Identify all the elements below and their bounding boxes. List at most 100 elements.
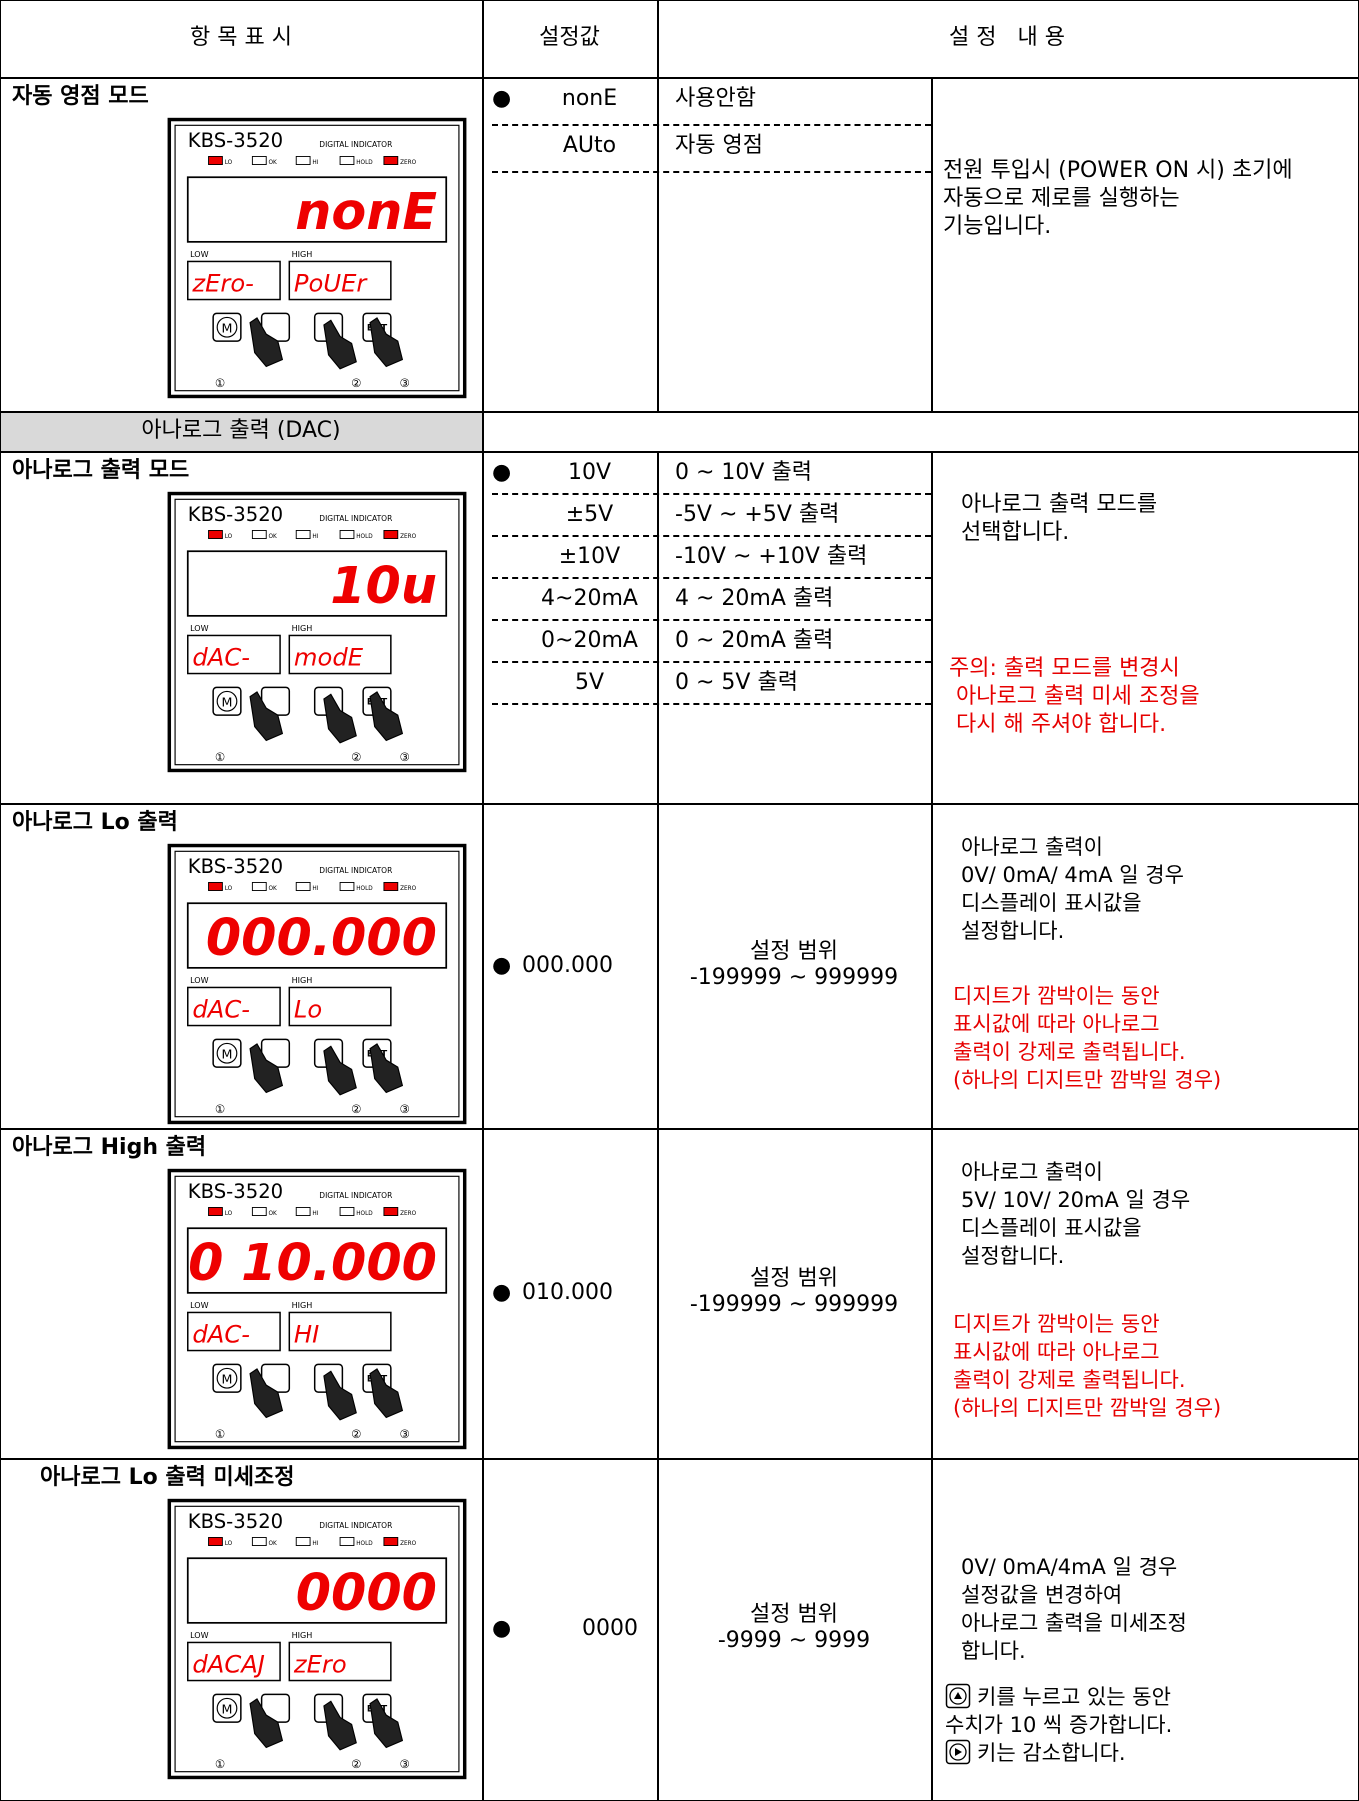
device-caption: DIGITAL INDICATOR	[319, 1191, 392, 1200]
led-label: LO	[225, 160, 233, 166]
key-icon-arrow	[954, 1692, 962, 1700]
low-label: LOW	[190, 976, 209, 985]
led-label: HI	[312, 534, 318, 540]
device-inner-frame	[174, 850, 460, 1118]
table-cell	[482, 1458, 659, 1801]
table-cell	[482, 451, 659, 805]
dashed-divider	[492, 577, 931, 579]
note-line: 주의: 출력 모드를 변경시	[949, 656, 1180, 682]
table-cell	[0, 411, 484, 453]
table-cell	[0, 1458, 484, 1801]
low-box	[187, 1311, 281, 1352]
option-value: 5V	[574, 670, 605, 695]
section-title: 아나로그 출력 (DAC)	[141, 418, 341, 443]
hand	[323, 1700, 357, 1751]
led	[208, 156, 223, 165]
key-label: M	[222, 1701, 233, 1716]
table-cell	[931, 1458, 1359, 1801]
led	[383, 1537, 399, 1546]
description-line: 설정값을 변경하여	[961, 1583, 1123, 1608]
display-box	[186, 176, 448, 243]
led-label: ZERO	[400, 1541, 417, 1547]
device-frame	[167, 843, 467, 1125]
key-number: ②	[351, 750, 361, 764]
high-label: HIGH	[292, 250, 313, 259]
key-icon	[945, 1739, 971, 1765]
description-line: 아나로그 출력을 미세조정	[961, 1611, 1187, 1636]
selected-bullet: ●	[492, 1615, 512, 1641]
setting-value: 0000	[582, 1615, 638, 1641]
led-label: HOLD	[356, 886, 373, 892]
description-line: 아나로그 출력이	[961, 1160, 1103, 1184]
led-label: LO	[225, 534, 233, 540]
led	[339, 1207, 355, 1216]
device-caption: DIGITAL INDICATOR	[319, 140, 392, 149]
option-value: 4~20mA	[541, 586, 638, 611]
key-label: M	[222, 1046, 233, 1061]
header-value: 설정값	[539, 25, 600, 50]
description-line: 설정합니다.	[961, 1244, 1065, 1268]
device-caption: DIGITAL INDICATOR	[319, 514, 392, 523]
display-box	[186, 550, 448, 617]
high-label: HIGH	[292, 1631, 313, 1640]
led	[339, 530, 355, 539]
option-text: 자동 영점	[675, 133, 763, 158]
low-label: LOW	[190, 1301, 209, 1310]
range-line: -199999 ~ 999999	[689, 964, 899, 990]
led	[208, 882, 223, 891]
low-box	[187, 260, 281, 301]
setting-value: 010.000	[522, 1280, 613, 1305]
high-box	[288, 260, 392, 301]
hand	[369, 1368, 404, 1419]
low-box	[187, 634, 281, 675]
led-label: OK	[269, 886, 278, 892]
table-cell	[657, 451, 933, 805]
led	[383, 1207, 399, 1216]
low-box	[187, 1641, 281, 1682]
note-line: (하나의 디지트만 깜박일 경우)	[953, 1395, 1222, 1420]
hand	[369, 1698, 404, 1749]
table-cell	[0, 1128, 484, 1460]
hand	[249, 317, 284, 368]
device-model: KBS-3520	[188, 129, 283, 152]
note-line: 디지트가 깜박이는 동안	[953, 1311, 1160, 1336]
device-inner-frame	[174, 1175, 460, 1443]
description-line: 선택합니다.	[961, 520, 1070, 545]
high-label: HIGH	[292, 1301, 313, 1310]
led-label: HI	[312, 1211, 318, 1217]
device-illustration: KBS-3520 DIGITAL INDICATOR LO OK HI HOLD ZERO n…	[167, 117, 467, 399]
table-cell	[482, 803, 659, 1130]
row-title: 자동 영점 모드	[12, 84, 149, 109]
key-number: ①	[215, 1757, 225, 1771]
note-line: 표시값에 따라 아나로그	[953, 1339, 1160, 1364]
hand	[323, 1045, 357, 1096]
low-value: zEro-	[191, 269, 254, 297]
option-value: nonE	[561, 86, 618, 111]
low-value: dACAJ	[192, 1650, 265, 1678]
display-value: nonE	[295, 182, 437, 241]
low-value: dAC-	[192, 1320, 250, 1348]
led-label: OK	[269, 534, 278, 540]
key-number: ②	[351, 1757, 361, 1771]
high-box	[288, 986, 392, 1027]
option-value: AUto	[562, 133, 617, 158]
description-line: 아나로그 출력 모드를	[961, 492, 1158, 517]
low-value: dAC-	[192, 643, 250, 671]
setting-value: 000.000	[522, 952, 613, 978]
table-cell	[931, 451, 1359, 805]
table-cell	[0, 803, 484, 1130]
led	[251, 882, 267, 891]
header-content: 설 정 내 용	[949, 25, 1065, 50]
led-label: HOLD	[356, 1211, 373, 1217]
note-line: (하나의 디지트만 깜박일 경우)	[953, 1067, 1222, 1092]
led	[339, 1537, 355, 1546]
selected-bullet: ●	[492, 86, 512, 111]
table-cell	[657, 1458, 933, 1801]
led-label: HOLD	[356, 160, 373, 166]
led	[295, 530, 311, 539]
description-line: 디스플레이 표시값을	[961, 1216, 1142, 1240]
led	[383, 530, 399, 539]
high-value: PoUEr	[294, 269, 368, 297]
device-inner-frame	[174, 1505, 460, 1773]
led	[208, 530, 223, 539]
